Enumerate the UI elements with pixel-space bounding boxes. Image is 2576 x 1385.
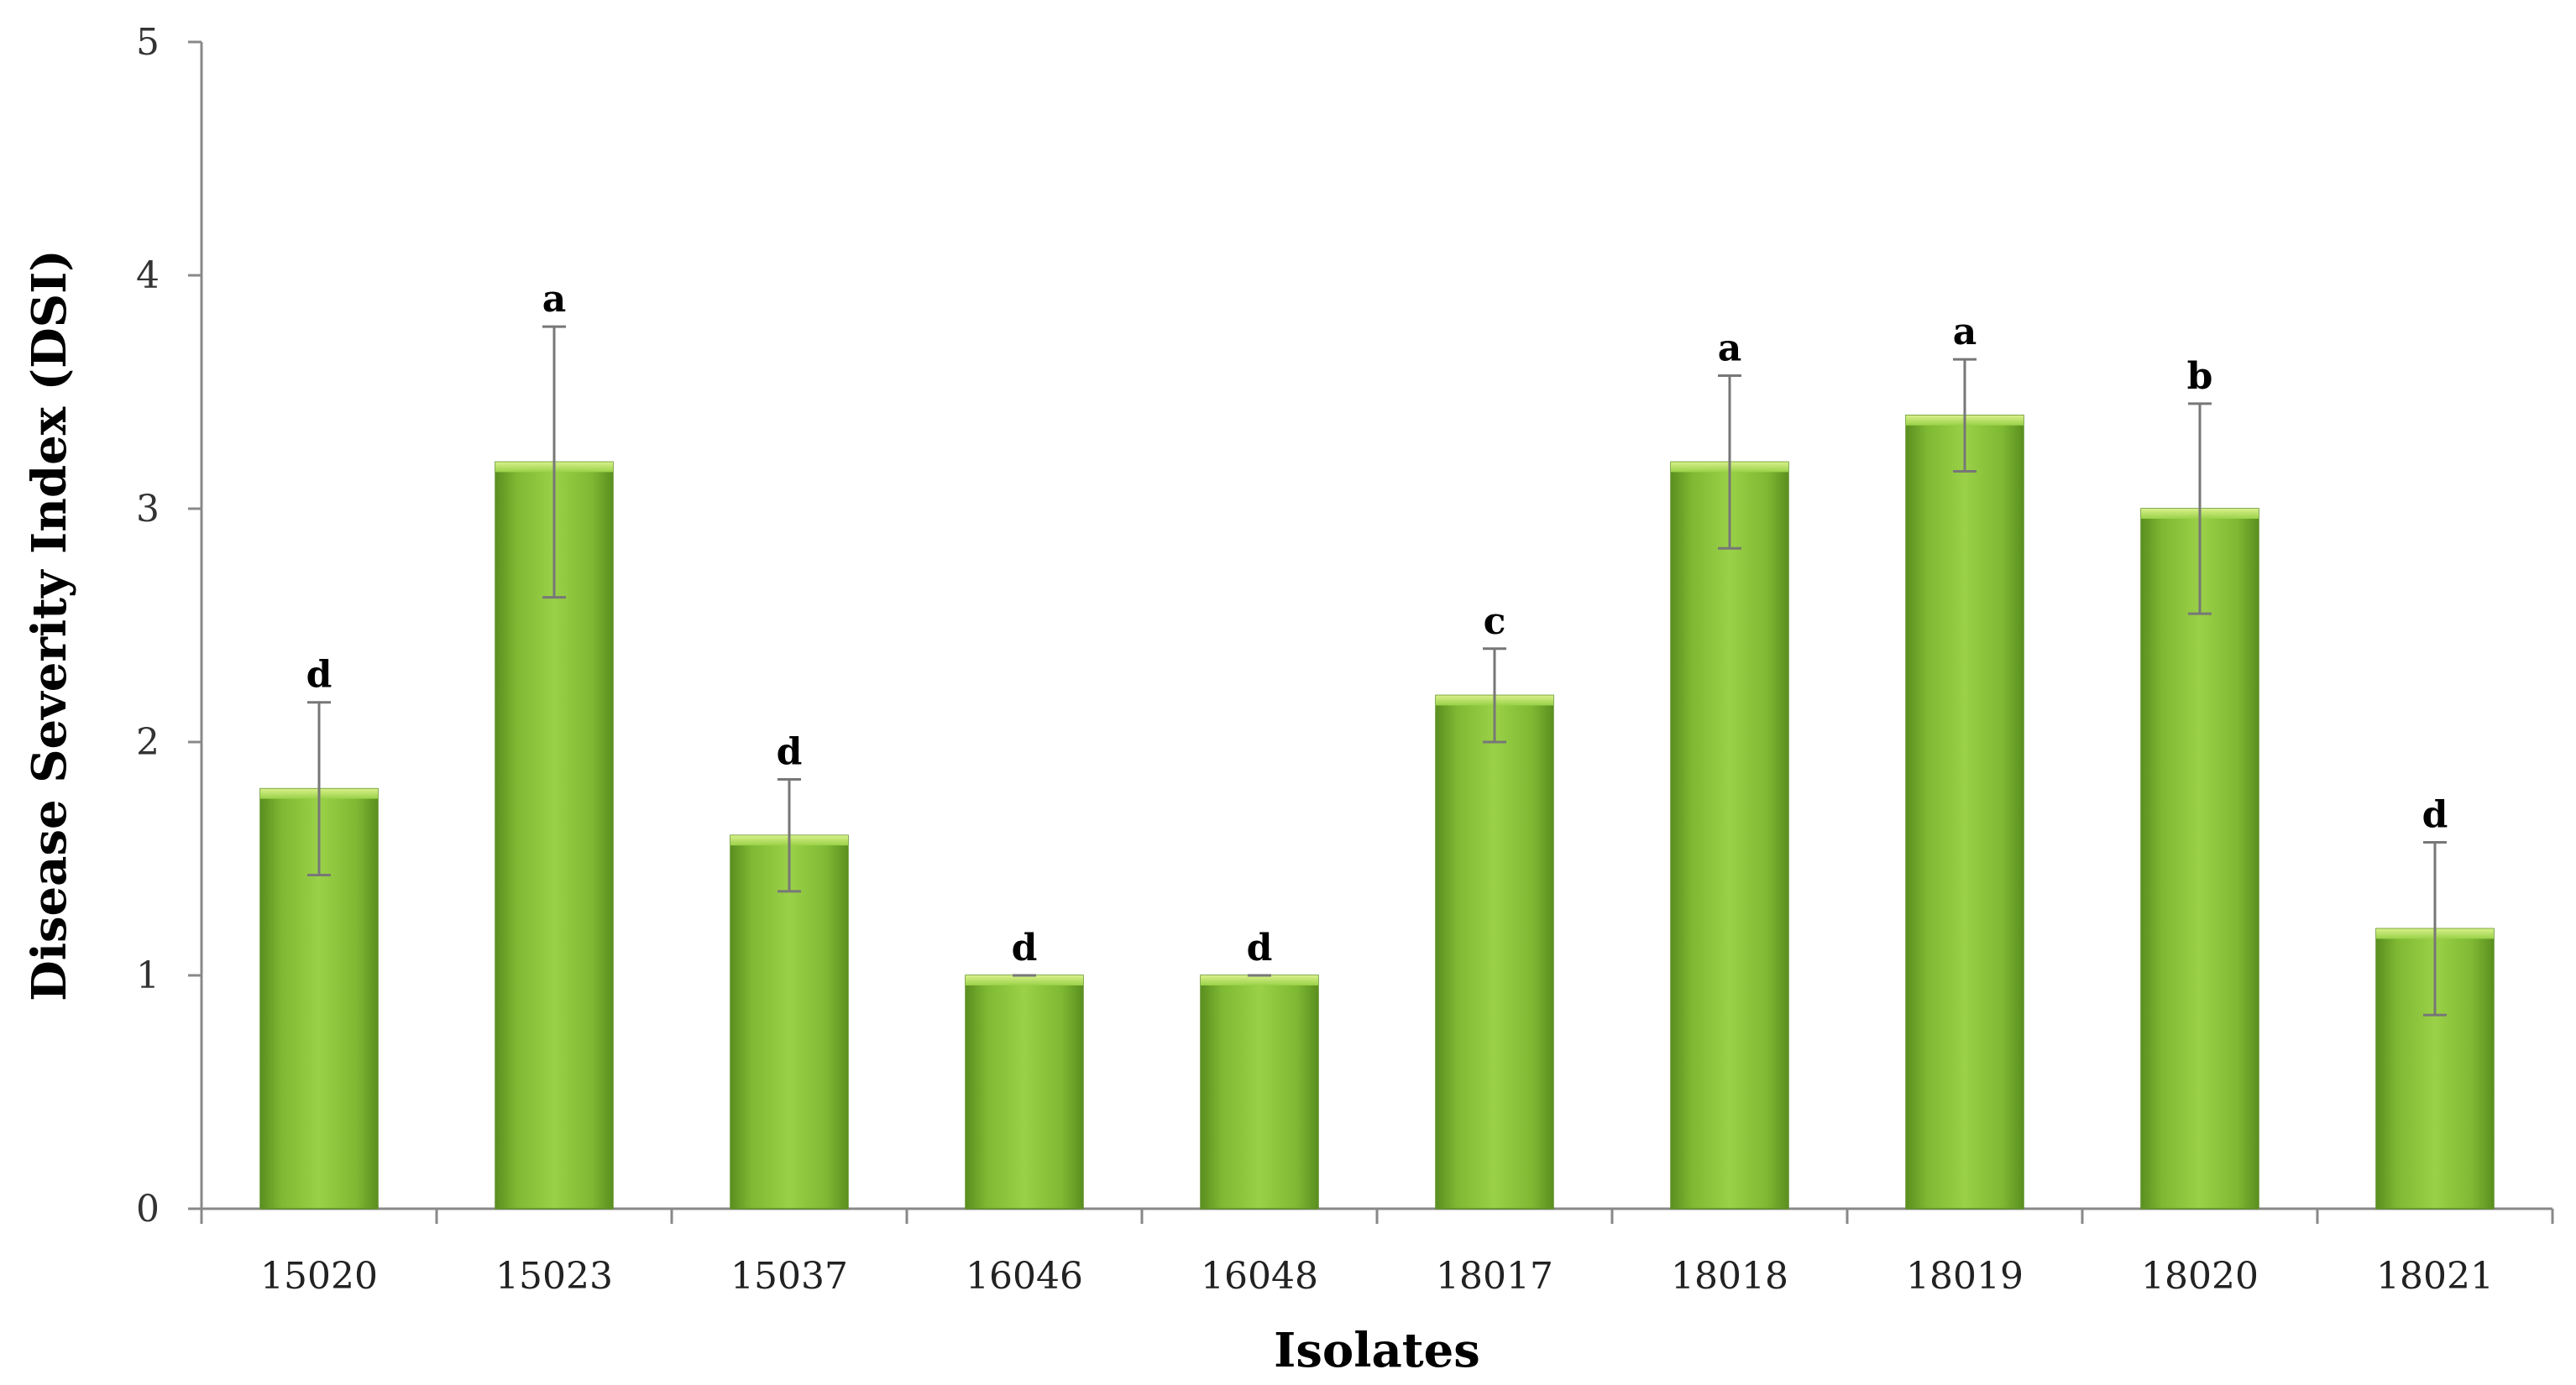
significance-label: d — [2422, 794, 2448, 837]
x-tick-label: 18020 — [2141, 1255, 2259, 1298]
x-tick-label: 15020 — [260, 1255, 378, 1298]
significance-label: a — [542, 278, 567, 321]
bar-cap — [966, 975, 1083, 985]
x-tick-label: 16048 — [1201, 1255, 1318, 1298]
y-axis-title: Disease Severity Index (DSI) — [22, 249, 77, 1001]
y-tick-label: 4 — [136, 254, 160, 297]
y-tick-label: 1 — [136, 954, 160, 997]
x-tick-label: 18019 — [1906, 1255, 2024, 1298]
bar — [1905, 415, 2024, 1210]
y-tick-label: 2 — [136, 721, 160, 764]
bar — [730, 834, 849, 1210]
significance-label: d — [306, 654, 332, 697]
significance-label: a — [1953, 311, 1977, 353]
y-tick-label: 3 — [136, 488, 160, 530]
bar — [965, 975, 1084, 1210]
ticks: 0 1 2 3 4 5 — [136, 21, 2554, 1231]
y-tick-label: 5 — [136, 21, 160, 64]
y-tick-label: 0 — [136, 1188, 160, 1231]
x-tick-label: 18021 — [2376, 1255, 2494, 1298]
significance-label: d — [1012, 927, 1038, 970]
significance-label: a — [1718, 327, 1742, 370]
significance-label: d — [1247, 927, 1273, 970]
x-tick-label: 18017 — [1436, 1255, 1553, 1298]
bar — [2140, 508, 2259, 1210]
significance-label: c — [1484, 600, 1506, 643]
bar-cap — [1201, 975, 1318, 985]
x-tick-label: 15023 — [495, 1255, 613, 1298]
significance-label: b — [2187, 355, 2213, 398]
x-axis-title: Isolates — [1274, 1323, 1480, 1378]
significance-label: d — [777, 730, 803, 773]
x-tick-label: 18018 — [1671, 1255, 1788, 1298]
bar — [1435, 694, 1554, 1210]
bars — [259, 325, 2495, 1210]
bar — [1670, 461, 1789, 1210]
x-tick-label: 16046 — [966, 1255, 1083, 1298]
x-tick-label: 15037 — [730, 1255, 848, 1298]
labels: d 15020 a 15023 d 15037 d 16046 d 16048 c 18017 a 180… — [260, 278, 2494, 1298]
bar — [1200, 975, 1319, 1210]
